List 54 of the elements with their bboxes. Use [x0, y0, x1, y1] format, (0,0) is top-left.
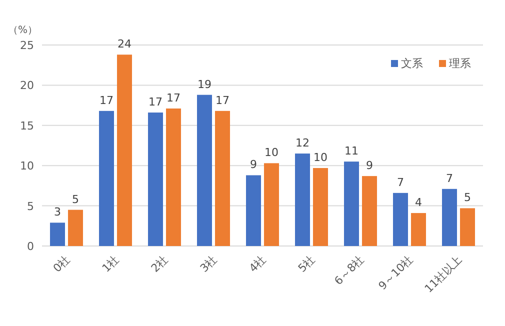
bar	[442, 188, 457, 246]
y-tick-label: 5	[27, 200, 34, 213]
data-label: 17	[148, 96, 162, 109]
bar	[50, 222, 65, 246]
data-label: 5	[464, 191, 471, 204]
x-tick-label: 4社	[246, 252, 269, 275]
data-label: 17	[166, 92, 180, 105]
x-tick-label: 11社以上	[422, 252, 465, 296]
bar	[246, 175, 261, 246]
data-label: 4	[415, 196, 422, 210]
y-tick-label: 25	[20, 39, 34, 52]
data-label: 3	[54, 206, 61, 219]
data-label: 9	[366, 159, 373, 172]
data-label: 17	[216, 94, 230, 107]
bar	[117, 54, 132, 246]
y-tick-label: 0	[27, 240, 34, 253]
bar	[460, 208, 475, 246]
bar	[393, 192, 408, 246]
data-label: 24	[118, 38, 132, 51]
y-tick-label: 20	[20, 79, 34, 92]
x-tick-label: 5社	[296, 252, 318, 275]
bar	[197, 94, 212, 246]
bar	[411, 213, 426, 246]
data-label: 12	[296, 136, 310, 150]
data-label: 17	[100, 94, 114, 107]
bar	[264, 163, 279, 246]
y-axis-title: （%）	[8, 25, 38, 36]
data-label: 7	[397, 176, 404, 189]
bar	[215, 110, 230, 246]
bar	[68, 210, 83, 246]
legend-label: 理系	[449, 57, 471, 70]
data-label: 9	[250, 158, 257, 172]
data-label: 5	[72, 192, 79, 206]
y-tick-label: 10	[20, 160, 34, 173]
x-tick-label: 6～8社	[332, 252, 367, 288]
data-label: 11	[344, 144, 358, 158]
x-tick-label: 3社	[198, 252, 220, 275]
y-tick-label: 15	[20, 119, 34, 132]
bar	[313, 168, 328, 246]
x-tick-label: 2社	[148, 252, 171, 275]
data-label: 10	[264, 146, 278, 160]
bar	[344, 162, 359, 246]
data-label: 7	[446, 172, 453, 185]
bar	[148, 112, 163, 246]
legend-label: 文系	[401, 57, 423, 70]
bar	[99, 110, 114, 246]
x-tick-label: 0社	[50, 252, 73, 275]
bar	[295, 154, 310, 246]
x-tick-label: 9～10社	[376, 252, 416, 293]
bar	[166, 108, 181, 246]
data-label: 10	[314, 151, 328, 164]
x-tick-label: 1社	[100, 252, 122, 275]
data-label: 19	[198, 78, 212, 91]
bar	[362, 176, 377, 246]
